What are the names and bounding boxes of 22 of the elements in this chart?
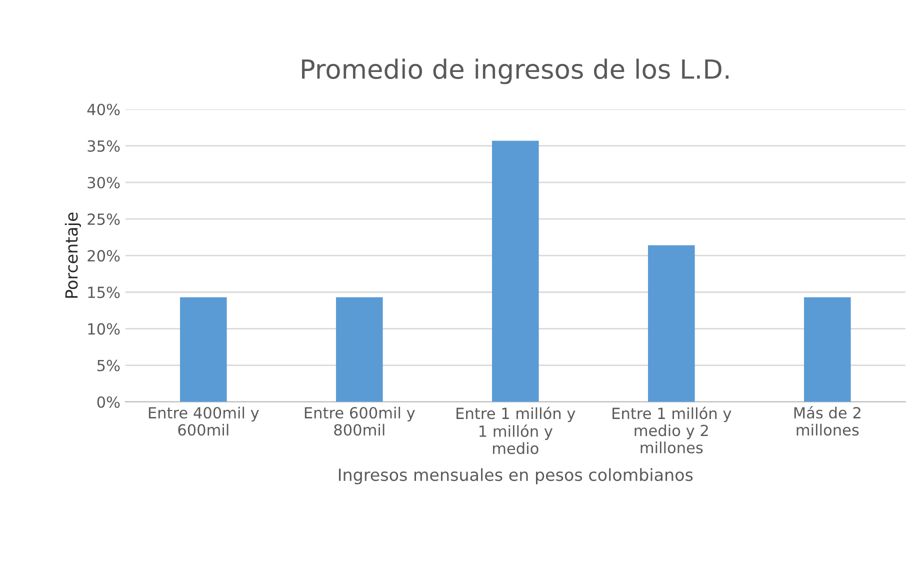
x-tick-label: Más de 2 millones [794,406,860,436]
y-axis-title: Porcentaje [64,212,82,298]
y-tick-label: 40% [87,104,120,116]
x-tick-label: Entre 600mil y 800mil [304,406,415,436]
bar [336,297,383,402]
y-tick-label: 20% [88,250,120,262]
y-tick-label: 0% [97,396,120,408]
y-tick-label: 25% [88,213,120,225]
y-tick-label: 5% [97,360,120,372]
chart-title: Promedio de ingresos de los L.D. [302,58,728,84]
y-tick-label: 15% [88,286,120,298]
x-tick-label: Entre 1 millón y 1 millón y medio [456,406,576,454]
bar [492,140,539,402]
bar [804,297,851,402]
y-tick-label: 10% [88,323,120,335]
bar [648,245,695,402]
x-axis-title: Ingresos mensuales en pesos colombianos [338,468,693,484]
x-tick-label: Entre 1 millón y medio y 2 millones [612,406,732,454]
bar [180,297,227,402]
x-tick-label: Entre 400mil y 600mil [148,406,259,436]
y-tick-label: 35% [88,140,120,152]
y-tick-label: 30% [88,176,120,188]
